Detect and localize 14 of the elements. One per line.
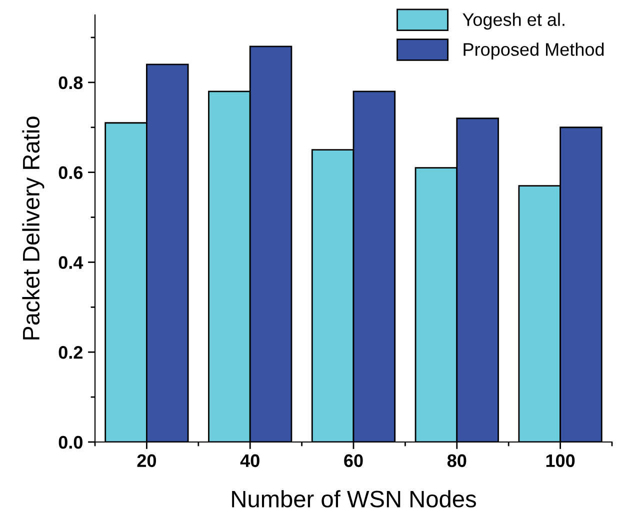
legend-label: Proposed Method <box>464 42 604 60</box>
x-tick-label: 40 <box>240 454 260 468</box>
y-tick-label: 0.4 <box>58 256 84 269</box>
y-tick-label: 0.0 <box>58 436 82 449</box>
y-axis-title: Packet Delivery Ratio <box>22 116 44 340</box>
x-tick-label: 80 <box>447 454 466 468</box>
legend-label: Yogesh et al. <box>462 12 564 30</box>
x-tick-label: 100 <box>546 454 575 468</box>
x-axis-title: Number of WSN Nodes <box>232 490 476 508</box>
x-tick-label: 60 <box>344 454 363 468</box>
y-tick-label: 0.2 <box>58 346 82 359</box>
y-tick-label: 0.8 <box>58 76 83 90</box>
y-tick-label: 0.6 <box>58 166 83 180</box>
x-tick-label: 20 <box>137 454 156 468</box>
